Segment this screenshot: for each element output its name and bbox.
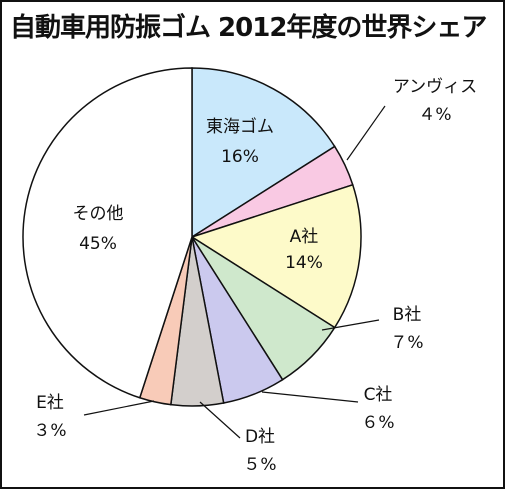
leader-line-3 [321,319,380,331]
slice-value-label-0: 16% [221,147,259,167]
leader-line-5 [199,401,241,439]
leader-line-4 [261,391,359,403]
slice-value-label-2: 14% [285,253,323,273]
slice-value-label-7: 45% [79,234,117,254]
slice-name-label-5: D社 [245,427,275,447]
slice-value-label-5: ５% [243,455,276,475]
pie-slice-7 [22,67,193,399]
slice-name-label-3: B社 [393,305,422,325]
slice-name-label-6: E社 [36,393,64,413]
slice-name-label-1: アンヴィス [393,77,477,97]
slice-value-label-6: ３% [33,421,66,441]
slice-value-label-4: ６% [361,413,394,433]
chart-title: 自動車用防振ゴム 2012年度の世界シェア [10,13,487,43]
slice-name-label-0: 東海ゴム [206,116,274,137]
slice-value-label-1: ４% [418,105,451,125]
pie-slice-2 [190,183,362,329]
slice-value-label-3: ７% [390,333,423,353]
slice-name-label-4: C社 [364,385,393,405]
leader-line-1 [346,105,386,161]
slice-name-label-2: A社 [290,227,319,247]
slice-name-label-7: その他 [73,204,124,224]
leader-line-6 [83,400,155,416]
pie-slice-0 [191,67,336,239]
